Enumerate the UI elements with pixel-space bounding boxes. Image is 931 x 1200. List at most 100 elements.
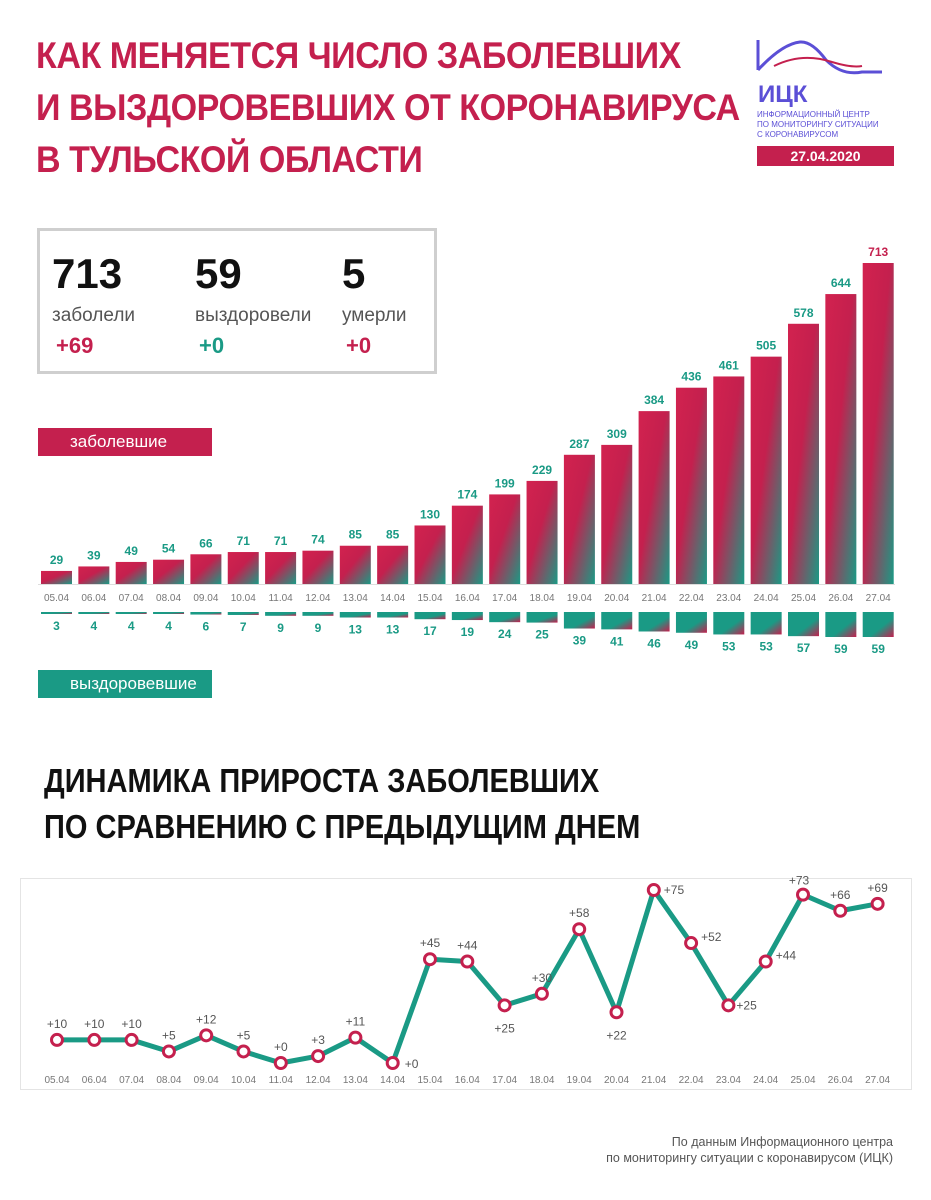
recovered-bar [78, 612, 110, 614]
bar-x-tick-label: 13.04 [343, 593, 368, 604]
line-x-tick-label: 06.04 [82, 1075, 107, 1086]
growth-point [796, 887, 810, 902]
stat-died: 5 умерли +0 [342, 251, 407, 359]
recovered-bar-value: 41 [610, 634, 624, 648]
line-x-tick-label: 22.04 [679, 1075, 704, 1086]
stat-recovered: 59 выздоровели +0 [195, 251, 311, 359]
recovered-bar-value: 13 [386, 623, 400, 637]
growth-point-label: +66 [830, 888, 851, 902]
recovered-bar-value: 24 [498, 627, 512, 641]
infected-bar-value: 578 [793, 306, 813, 320]
stat-infected: 713 заболели +69 [52, 251, 135, 359]
bar-x-tick-label: 19.04 [567, 593, 592, 604]
infected-bar-value: 66 [199, 536, 213, 550]
infected-bar [302, 550, 334, 584]
infected-bar [750, 356, 782, 584]
stat-recovered-delta: +0 [199, 333, 225, 358]
stat-infected-delta: +69 [56, 333, 94, 358]
growth-point-label: +0 [405, 1057, 419, 1071]
growth-point [273, 1056, 288, 1070]
infected-bar-value: 644 [831, 276, 851, 290]
line-chart-frame [20, 878, 912, 1090]
title-line-2: и выздоровевших от коронавируса [36, 87, 740, 128]
infected-bar [489, 494, 521, 584]
growth-point-label: +11 [346, 1015, 366, 1029]
infected-bar [713, 376, 745, 584]
infected-bar-value: 54 [162, 542, 176, 556]
recovered-bar-value: 17 [423, 624, 437, 638]
infected-bar [563, 454, 595, 584]
growth-point [124, 1032, 139, 1047]
infected-bar [825, 294, 857, 584]
growth-point-label: +73 [789, 874, 810, 888]
bar-x-tick-label: 07.04 [119, 593, 144, 604]
recovered-bar-value: 6 [203, 620, 210, 634]
recovered-bar [825, 612, 857, 637]
bar-x-tick-label: 23.04 [716, 593, 741, 604]
recovered-bar-value: 19 [461, 625, 475, 639]
line-x-tick-label: 08.04 [156, 1075, 181, 1086]
infected-bar-value: 74 [311, 533, 325, 547]
growth-point-label: +25 [494, 1021, 515, 1035]
growth-point [87, 1032, 102, 1047]
growth-point [572, 922, 587, 937]
infected-bar [78, 566, 110, 584]
recovered-bar-value: 3 [53, 619, 60, 633]
bar-x-tick-label: 14.04 [380, 593, 405, 604]
logo-abbr: ИЦК [758, 81, 808, 108]
infected-bar [451, 505, 483, 584]
growth-point-label: +69 [867, 881, 888, 895]
icc-logo: ИЦК [756, 40, 882, 108]
growth-point-label: +10 [47, 1017, 68, 1031]
line-x-tick-label: 12.04 [306, 1075, 331, 1086]
bar-x-tick-label: 24.04 [754, 593, 779, 604]
growth-point-label: +22 [606, 1028, 627, 1042]
growth-point-label: +10 [121, 1017, 142, 1031]
bar-x-tick-label: 25.04 [791, 593, 816, 604]
recovered-bar-value: 4 [91, 619, 98, 633]
growth-point-label: +45 [420, 936, 441, 950]
bar-x-tick-label: 08.04 [156, 593, 181, 604]
recovered-bar-value: 59 [872, 642, 886, 656]
line-x-tick-label: 11.04 [269, 1075, 294, 1086]
recovered-bar-value: 57 [797, 641, 811, 655]
infected-bar [862, 263, 894, 584]
recovered-bar [526, 612, 558, 623]
recovered-bar [862, 612, 894, 637]
bar-x-tick-label: 20.04 [604, 593, 629, 604]
growth-point [161, 1044, 176, 1059]
growth-series-line [57, 887, 879, 1066]
growth-point [758, 954, 773, 969]
stat-infected-label: заболели [52, 305, 136, 326]
recovered-bar [750, 612, 782, 635]
recovered-bar [675, 612, 707, 633]
recovered-bar-value: 53 [722, 639, 736, 653]
recovered-bar-value: 53 [759, 639, 773, 653]
bar-x-tick-label: 05.04 [44, 593, 69, 604]
infected-bar-value: 287 [569, 437, 589, 451]
growth-point [236, 1044, 251, 1059]
infected-bar-value: 505 [756, 339, 776, 353]
page-title: Как меняется число заболевших и выздоров… [36, 30, 740, 186]
bar-x-tick-label: 12.04 [305, 593, 330, 604]
infected-bar-value: 461 [719, 358, 739, 372]
recovered-bar [489, 612, 521, 623]
infected-bar [227, 552, 259, 584]
bar-x-tick-label: 11.04 [268, 593, 293, 604]
infected-bar-value: 713 [868, 245, 888, 259]
recovered-bar-value: 9 [277, 621, 284, 635]
growth-point-label: +5 [237, 1028, 251, 1042]
recovered-bar [41, 612, 72, 614]
recovered-bar [190, 612, 222, 615]
recovered-bar-value: 25 [535, 628, 549, 642]
recovered-bar-value: 39 [573, 634, 587, 648]
recovered-bar-value: 4 [165, 619, 172, 633]
growth-point-label: +12 [196, 1012, 217, 1026]
recovered-bar-value: 13 [349, 623, 363, 637]
infected-bar [265, 552, 297, 584]
recovered-bar [339, 612, 371, 618]
line-x-tick-label: 21.04 [641, 1075, 666, 1086]
line-x-tick-label: 09.04 [194, 1075, 219, 1086]
growth-point-label: +75 [664, 883, 685, 897]
growth-point [534, 986, 549, 1001]
